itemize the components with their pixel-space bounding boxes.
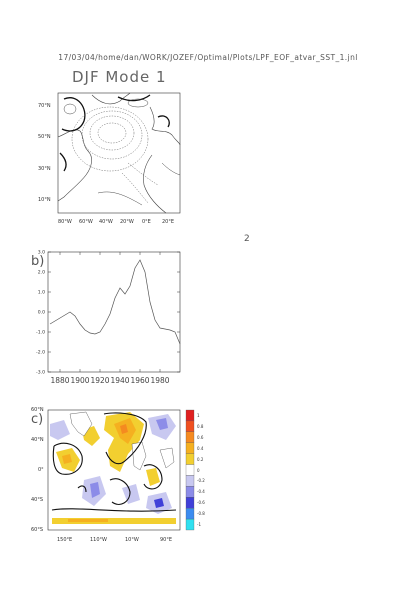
map-a-coast-greenland <box>91 92 131 105</box>
map-c-zero-contours <box>51 412 177 512</box>
map-a-negative-contours <box>71 106 159 204</box>
colorbar-swatch <box>185 431 195 443</box>
map-a-lon-label: 60°W <box>79 219 93 225</box>
x-tick-label: 1920 <box>90 376 109 385</box>
map-a-coast-europe <box>149 106 181 146</box>
map-c-colorbar <box>185 409 195 531</box>
map-c-lon-label: 150°E <box>57 537 73 543</box>
map-c-lat-label: 60°S <box>31 527 44 533</box>
colorbar-label: -0.8 <box>197 511 205 517</box>
panel-label-b: b) <box>31 254 45 269</box>
panel-label-c: c) <box>31 412 44 427</box>
map-a-zero-contour-3 <box>59 152 67 172</box>
colorbar-swatch <box>185 486 195 498</box>
map-c-frame <box>47 409 181 531</box>
x-tick-label: 1880 <box>50 376 69 385</box>
line-chart-frame <box>47 251 181 373</box>
map-a-positive-contours <box>63 98 181 206</box>
map-a-zero-contour-4 <box>157 115 170 128</box>
map-c-negative-regions <box>50 414 176 514</box>
colorbar-label: 0.4 <box>197 445 204 451</box>
map-a-lat-label: 70°N <box>38 103 51 109</box>
colorbar-label: -0.4 <box>197 489 205 495</box>
colorbar-label: 0 <box>197 467 200 473</box>
x-tick-label: 1900 <box>70 376 89 385</box>
colorbar-label: 1 <box>197 412 200 418</box>
map-c-lon-label: 10°W <box>125 537 139 543</box>
map-c-lat-label: 40°S <box>31 497 44 503</box>
y-tick-label: 2.0 <box>38 270 45 276</box>
map-c-positive-regions <box>52 412 176 524</box>
colorbar-label: -0.6 <box>197 500 205 506</box>
y-tick-label: 0.0 <box>38 310 45 316</box>
colorbar-swatch <box>185 453 195 465</box>
y-tick-label: -1.0 <box>36 330 45 336</box>
colorbar-swatch <box>185 464 195 476</box>
colorbar-swatch <box>185 442 195 454</box>
map-c-lat-label: 0° <box>38 467 44 473</box>
page-number: 2 <box>244 234 250 244</box>
plot-header-path: 17/03/04/home/dan/WORK/JOZEF/Optimal/Plo… <box>58 53 358 62</box>
colorbar-swatch <box>185 475 195 487</box>
colorbar-label: -1 <box>197 522 201 528</box>
colorbar-swatch <box>185 497 195 509</box>
map-a-zero-contour-2 <box>117 94 151 102</box>
map-a-lon-label: 0°E <box>142 219 151 225</box>
map-c-lon-label: 90°E <box>160 537 173 543</box>
colorbar-swatch <box>185 409 195 422</box>
y-tick-label: -3.0 <box>36 370 45 376</box>
map-a-lon-label: 40°W <box>99 219 113 225</box>
map-panel-c <box>47 409 181 531</box>
mode-title: DJF Mode 1 <box>72 68 167 86</box>
map-a-lat-label: 10°N <box>38 197 51 203</box>
colorbar-swatch <box>185 508 195 520</box>
colorbar-label: 0.2 <box>197 456 204 462</box>
map-a-lon-label: 20°W <box>120 219 134 225</box>
colorbar-label: -0.2 <box>197 478 205 484</box>
colorbar-label: 0.6 <box>197 434 204 440</box>
x-tick-label: 1980 <box>150 376 169 385</box>
map-a-lon-label: 80°W <box>58 219 72 225</box>
map-panel-a <box>57 92 181 214</box>
y-tick-label: -2.0 <box>36 350 45 356</box>
map-c-lat-label: 40°N <box>31 437 44 443</box>
map-a-zero-contour-1 <box>61 97 86 132</box>
x-tick-label: 1960 <box>130 376 149 385</box>
map-a-lat-label: 30°N <box>38 166 51 172</box>
colorbar-swatch <box>185 420 195 432</box>
pc-series-line <box>49 259 181 345</box>
map-c-lat-label: 60°N <box>31 407 44 413</box>
x-tick-label: 1940 <box>110 376 129 385</box>
map-a-lon-label: 20°E <box>162 219 175 225</box>
map-a-lat-label: 50°N <box>38 134 51 140</box>
map-a-frame <box>57 92 181 214</box>
y-tick-label: 3.0 <box>38 250 45 256</box>
colorbar-label: 0.8 <box>197 423 204 429</box>
y-tick-label: 1.0 <box>38 290 45 296</box>
colorbar-swatch <box>185 518 195 531</box>
map-c-lon-label: 110°W <box>90 537 107 543</box>
map-a-coast-africa <box>143 154 167 214</box>
